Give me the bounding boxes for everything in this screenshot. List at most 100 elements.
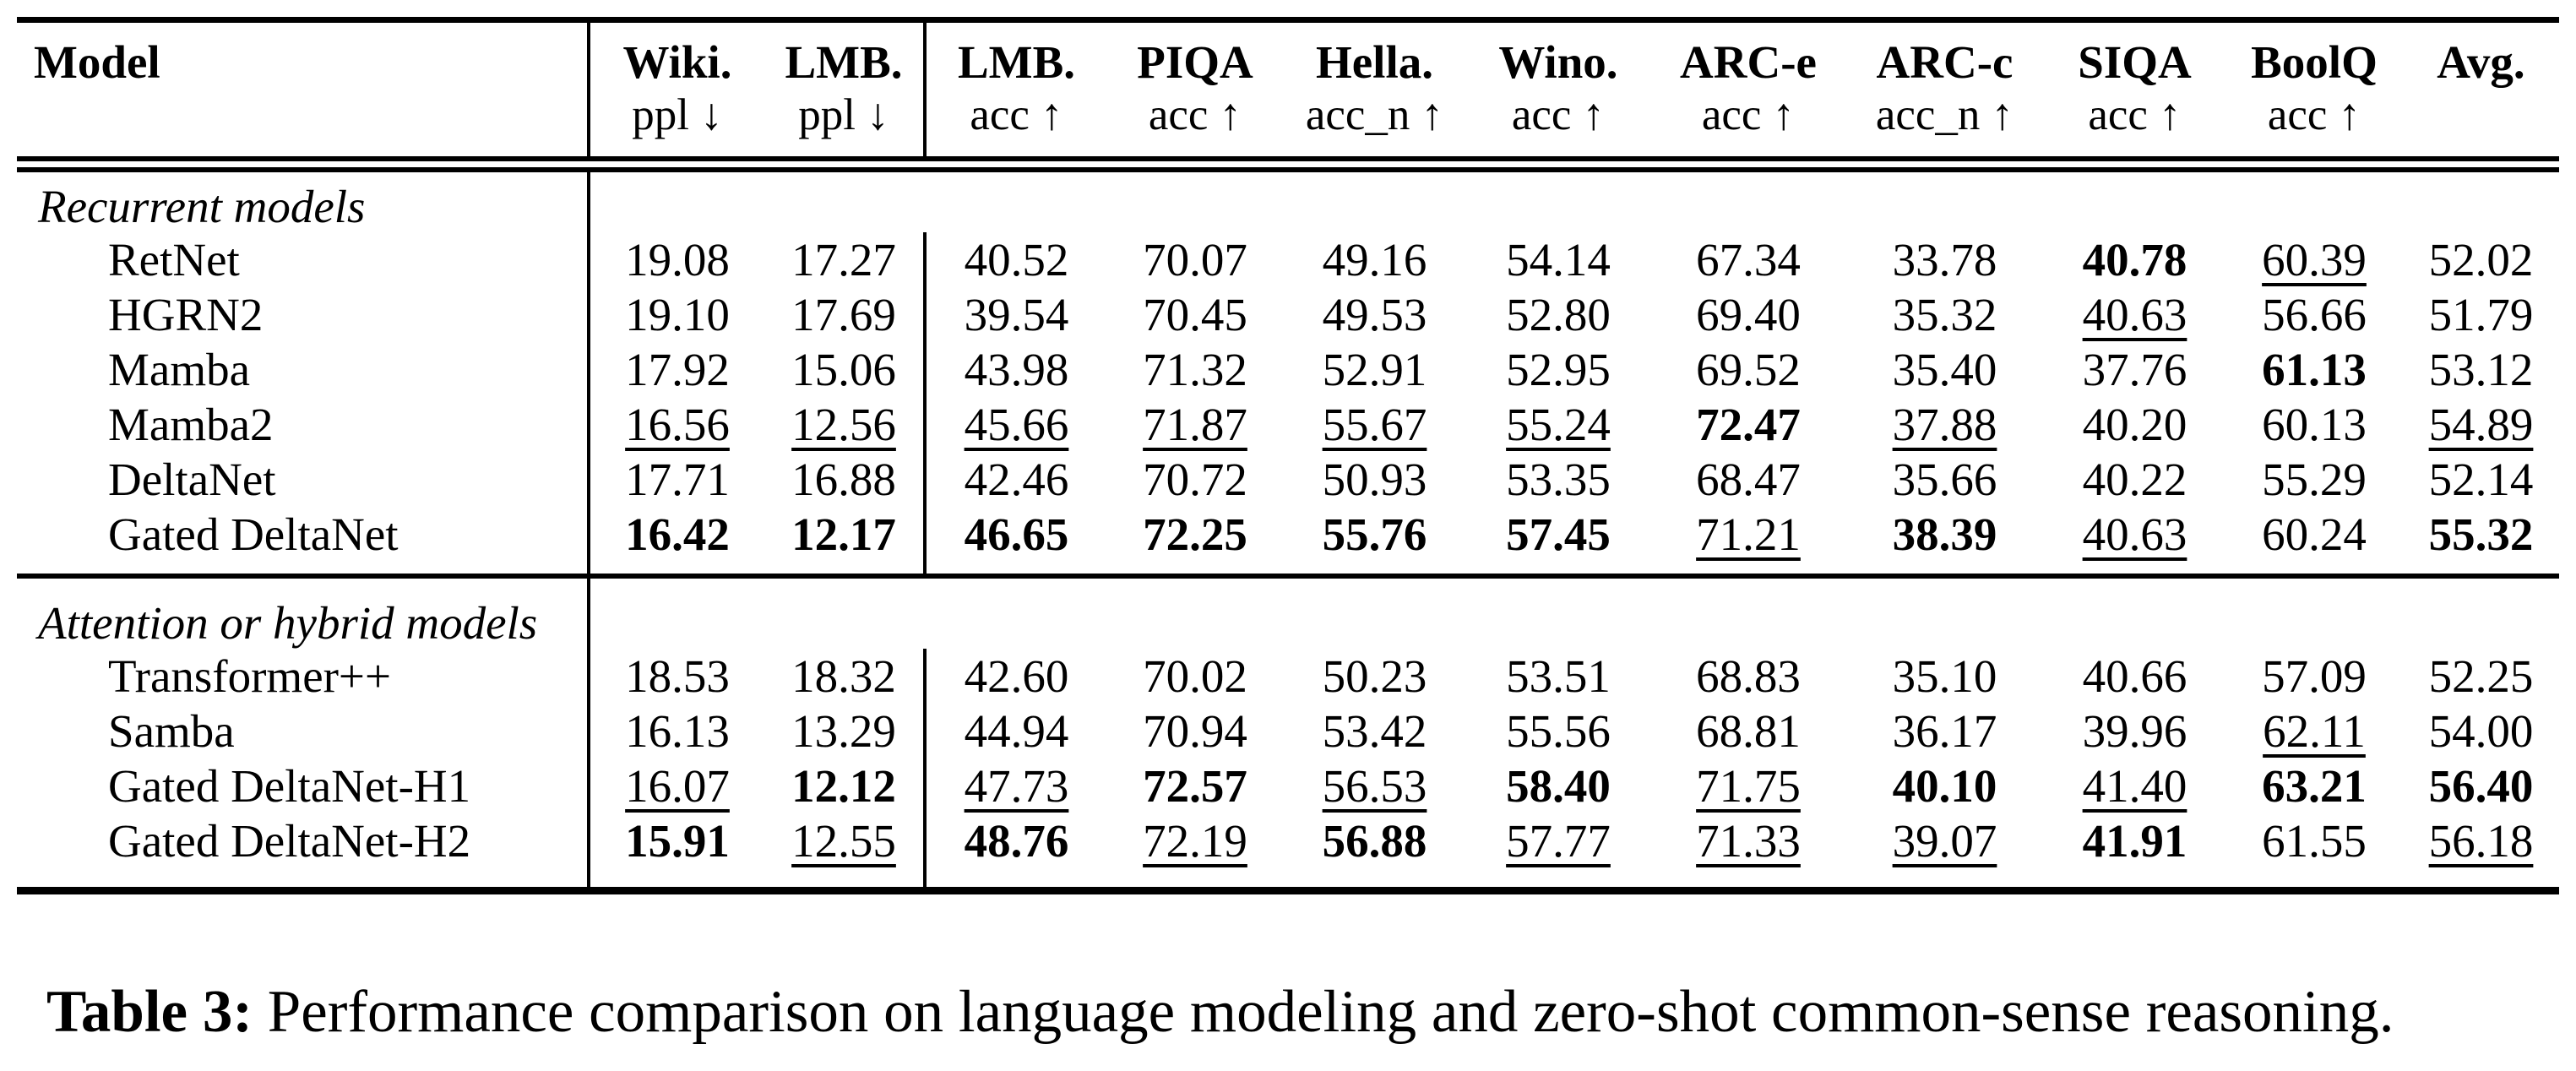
table-row: DeltaNet 17.71 16.88 42.46 70.72 50.93 53.35 68… [17,452,2559,507]
value-cell: 37.88 [1892,399,1997,450]
value-cell: 39.96 [2082,705,2187,757]
value-cell: 62.11 [2263,705,2366,757]
column-header-arcc: ARC-c acc_n ↑ [1845,20,2044,160]
value-cell: 39.54 [964,289,1069,340]
value-cell: 53.35 [1506,454,1611,505]
value-cell: 52.02 [2428,234,2534,285]
value-cell: 42.46 [964,454,1069,505]
value-cell: 57.77 [1506,815,1611,867]
model-name-cell: Gated DeltaNet-H1 [17,758,590,813]
value-cell: 17.27 [764,232,927,287]
model-name-cell: RetNet [17,232,590,287]
table-caption: Table 3: Performance comparison on langu… [46,978,2394,1046]
column-header-wino: Wino. acc ↑ [1465,20,1651,160]
section-label-spacer [589,170,2559,232]
column-header-wiki: Wiki. ppl ↓ [589,20,764,160]
value-cell: 53.12 [2428,344,2534,395]
value-cell: 16.07 [625,760,730,812]
column-header-siqa: SIQA acc ↑ [2044,20,2225,160]
section-label: Attention or hybrid models [17,576,590,649]
value-cell: 40.78 [2082,234,2187,285]
value-cell: 43.98 [964,344,1069,395]
value-cell: 15.06 [764,342,927,397]
section-attention-hybrid-models: Attention or hybrid models Transformer++… [17,576,2559,891]
value-cell: 36.17 [1892,705,1997,757]
value-cell: 12.56 [764,397,927,452]
column-name: LMB. [785,36,903,88]
value-cell: 17.92 [625,344,730,395]
value-cell: 56.88 [1322,815,1427,867]
value-cell: 41.91 [2082,815,2187,867]
value-cell: 55.56 [1506,705,1611,757]
caption-label: Table 3: [46,979,253,1045]
column-name: ARC-e [1680,36,1817,88]
value-cell: 60.39 [2262,234,2367,285]
value-cell: 16.88 [764,452,927,507]
model-name-cell: Samba [17,704,590,758]
table-row: Gated DeltaNet-H1 16.07 12.12 47.73 72.57 56.… [17,758,2559,813]
value-cell: 71.21 [1696,508,1801,560]
table-row: Transformer++ 18.53 18.32 42.60 70.02 50.23 53… [17,649,2559,704]
results-table-figure: Model Wiki. ppl ↓ LMB. ppl ↓ LMB. acc ↑ PIQA ac… [17,17,2559,894]
section-label-row: Recurrent models [17,170,2559,232]
value-cell: 35.40 [1892,344,1997,395]
model-name-cell: Mamba2 [17,397,590,452]
value-cell: 71.75 [1696,760,1801,812]
column-name: Wiki. [622,36,732,88]
value-cell: 35.10 [1892,650,1997,702]
value-cell: 72.25 [1143,508,1247,560]
value-cell: 49.16 [1322,234,1427,285]
value-cell: 72.19 [1143,815,1247,867]
value-cell: 56.66 [2262,289,2367,340]
value-cell: 16.42 [625,508,730,560]
value-cell: 17.71 [625,454,730,505]
value-cell: 15.91 [625,815,730,867]
column-metric-label: acc_n ↑ [1305,90,1444,139]
value-cell: 12.55 [764,813,927,891]
value-cell: 12.12 [764,758,927,813]
table-row: Gated DeltaNet-H2 15.91 12.55 48.76 72.19 56.… [17,813,2559,891]
value-cell: 57.45 [1506,508,1611,560]
value-cell: 54.89 [2428,399,2534,450]
value-cell: 49.53 [1322,289,1427,340]
column-name: Avg. [2437,36,2525,88]
column-metric-label: acc ↑ [970,90,1063,139]
value-cell: 50.93 [1322,454,1427,505]
column-header-lmb-acc: LMB. acc ↑ [925,20,1106,160]
value-cell: 56.53 [1322,760,1427,812]
value-cell: 48.76 [964,815,1069,867]
value-cell: 52.14 [2428,454,2534,505]
table-header: Model Wiki. ppl ↓ LMB. ppl ↓ LMB. acc ↑ PIQA ac… [17,19,2559,160]
value-cell: 53.42 [1322,705,1427,757]
column-header-boolq: BoolQ acc ↑ [2225,20,2403,160]
section-label-spacer [589,576,2559,649]
value-cell: 58.40 [1506,760,1611,812]
column-metric-label: acc ↑ [2267,90,2361,139]
column-metric-label: acc ↑ [1511,90,1606,139]
value-cell: 37.76 [2082,344,2187,395]
column-header-model: Model [17,19,590,159]
value-cell: 70.45 [1143,289,1247,340]
value-cell: 72.57 [1143,760,1247,812]
value-cell: 70.07 [1143,234,1247,285]
column-name: PIQA [1137,36,1253,88]
value-cell: 55.76 [1322,508,1427,560]
value-cell: 53.51 [1506,650,1611,702]
value-cell: 69.40 [1696,289,1801,340]
column-name: LMB. [957,36,1076,88]
value-cell: 50.23 [1322,650,1427,702]
model-name-cell: HGRN2 [17,287,590,342]
table-row: Samba 16.13 13.29 44.94 70.94 53.42 55.56 68.81… [17,704,2559,758]
value-cell: 55.29 [2262,454,2367,505]
value-cell: 52.91 [1322,344,1427,395]
value-cell: 40.10 [1892,760,1997,812]
value-cell: 55.32 [2428,508,2534,560]
column-name: SIQA [2078,36,2192,88]
value-cell: 70.02 [1143,650,1247,702]
value-cell: 40.66 [2082,650,2187,702]
value-cell: 60.24 [2262,508,2367,560]
column-header-lmb: LMB. ppl ↓ [764,19,927,159]
table-row: HGRN2 19.10 17.69 39.54 70.45 49.53 52.80 69.40… [17,287,2559,342]
caption-text: Performance comparison on language model… [267,979,2394,1045]
